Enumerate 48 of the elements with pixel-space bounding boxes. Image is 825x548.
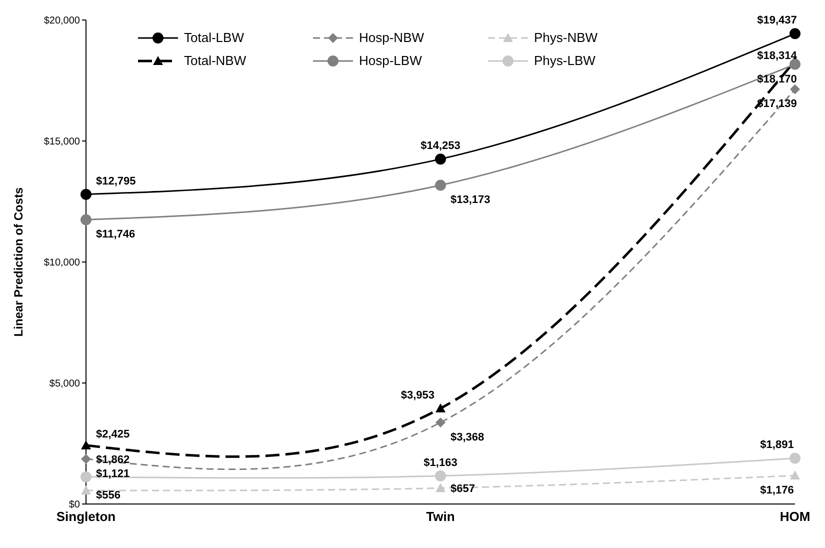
data-label: $19,437 — [757, 14, 797, 27]
data-label: $2,425 — [96, 428, 130, 440]
data-label: $3,953 — [400, 389, 434, 402]
point — [80, 214, 92, 226]
data-label: $18,314 — [757, 50, 798, 62]
y-tick-label: $0 — [68, 500, 80, 511]
y-axis-title: Linear Prediction of Costs — [11, 187, 26, 337]
point — [436, 417, 446, 428]
legend-label: Hosp-LBW — [359, 53, 422, 68]
point — [790, 452, 800, 464]
point — [81, 486, 91, 495]
data-label: $1,891 — [760, 439, 794, 452]
data-label: $1,163 — [424, 456, 458, 469]
data-label: $13,173 — [450, 194, 490, 206]
x-tick-label: Twin — [426, 509, 455, 524]
data-label: $11,746 — [96, 228, 136, 241]
x-tick-label: Singleton — [56, 509, 116, 524]
legend-label: Total-LBW — [184, 30, 244, 45]
point — [435, 180, 446, 191]
data-label: $657 — [450, 483, 475, 496]
data-label: $18,170 — [757, 73, 797, 86]
data-label: $556 — [96, 490, 120, 502]
x-tick-label: HOM — [780, 509, 810, 524]
point — [435, 470, 446, 482]
legend-label: Hosp-NBW — [359, 30, 424, 45]
point — [436, 483, 446, 492]
legend-label: Total-NBW — [184, 53, 246, 68]
point — [435, 154, 446, 165]
point — [81, 440, 91, 450]
y-tick-label: $10,000 — [44, 258, 80, 269]
legend-label: Phys-LBW — [534, 53, 596, 68]
y-tick-label: $20,000 — [44, 16, 80, 27]
point — [436, 403, 446, 412]
data-label: $1,176 — [760, 484, 794, 497]
y-tick-label: $15,000 — [44, 136, 80, 148]
data-label: $1,121 — [96, 468, 130, 480]
point — [81, 454, 91, 464]
data-label: $1,862 — [96, 454, 130, 466]
data-label: $3,368 — [450, 431, 484, 444]
data-label: $12,795 — [96, 175, 136, 188]
data-label: $14,253 — [420, 140, 460, 152]
point — [790, 84, 800, 94]
point — [80, 188, 92, 200]
legend-label: Phys-NBW — [534, 30, 598, 45]
point — [790, 470, 800, 480]
y-tick-label: $5,000 — [49, 378, 80, 390]
point — [80, 471, 92, 482]
point — [790, 28, 800, 40]
